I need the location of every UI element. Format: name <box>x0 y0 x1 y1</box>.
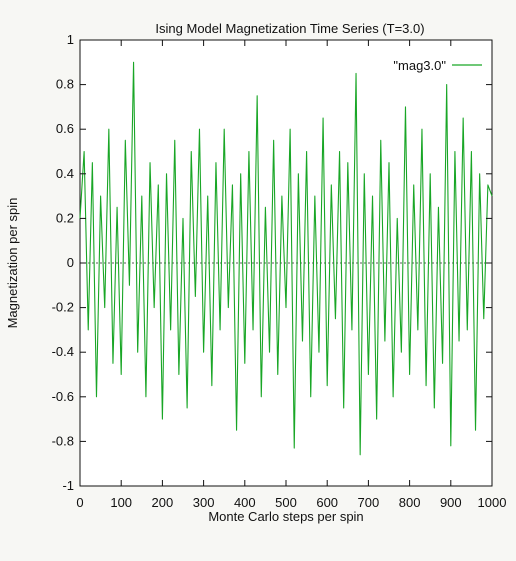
chart-title: Ising Model Magnetization Time Series (T… <box>155 21 424 36</box>
y-tick-label: -0.2 <box>52 300 74 315</box>
x-tick-label: 300 <box>193 495 215 510</box>
y-tick-label: -1 <box>62 478 74 493</box>
x-tick-label: 200 <box>152 495 174 510</box>
x-tick-label: 800 <box>399 495 421 510</box>
y-tick-label: 0.6 <box>56 121 74 136</box>
y-tick-label: 0.4 <box>56 166 74 181</box>
y-tick-label: -0.6 <box>52 389 74 404</box>
x-tick-label: 100 <box>110 495 132 510</box>
x-tick-label: 600 <box>316 495 338 510</box>
x-tick-label: 0 <box>76 495 83 510</box>
tick-layer: 0 100 200 300 400 500 600 700 800 900 1000 -1 -0.8 -0… <box>52 32 507 510</box>
series-line-0 <box>79 61 493 456</box>
x-tick-label: 400 <box>234 495 256 510</box>
legend-label: "mag3.0" <box>393 58 446 73</box>
y-tick-label: 0 <box>67 255 74 270</box>
x-tick-label: 900 <box>440 495 462 510</box>
x-tick-label: 500 <box>275 495 297 510</box>
series-layer <box>79 61 493 456</box>
y-tick-label: 1 <box>67 32 74 47</box>
x-tick-label: 1000 <box>478 495 507 510</box>
legend: "mag3.0" <box>393 58 482 73</box>
y-tick-label: 0.8 <box>56 77 74 92</box>
y-tick-label: -0.8 <box>52 433 74 448</box>
x-axis-label: Monte Carlo steps per spin <box>208 509 363 524</box>
y-axis-label: Magnetization per spin <box>5 198 20 329</box>
y-tick-label: -0.4 <box>52 344 74 359</box>
x-tick-label: 700 <box>358 495 380 510</box>
y-tick-label: 0.2 <box>56 210 74 225</box>
